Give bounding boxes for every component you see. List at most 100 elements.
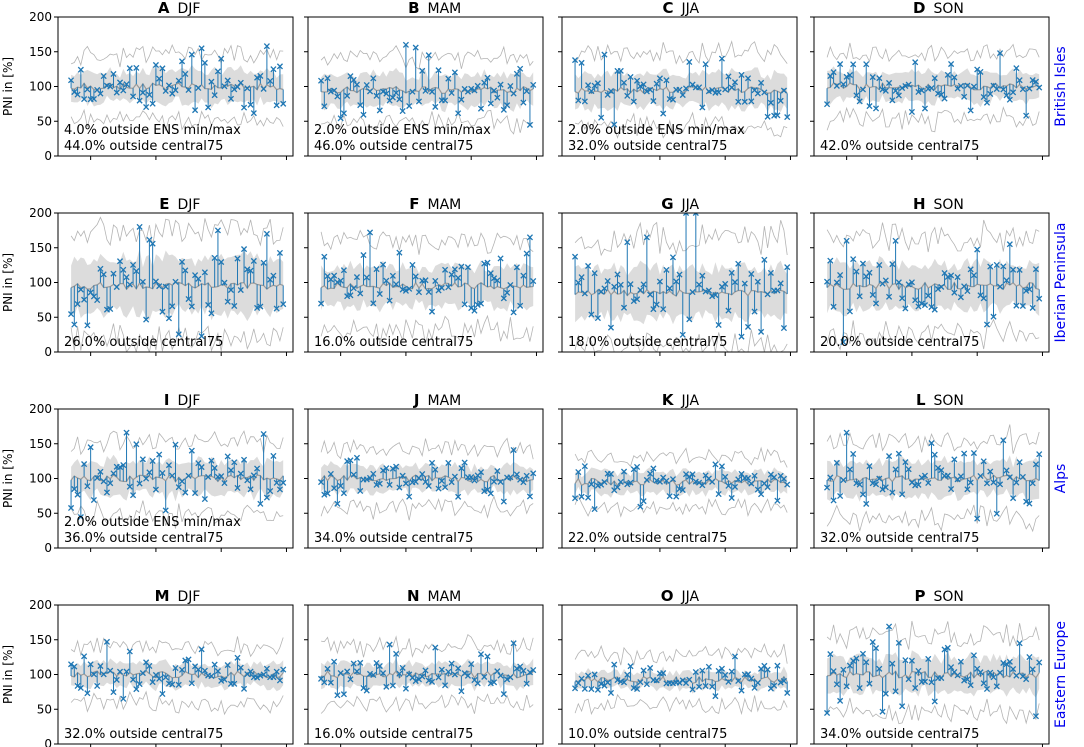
obs-point (983, 99, 991, 106)
obs-point (908, 108, 915, 115)
obs-point (490, 87, 498, 94)
obs-point (964, 82, 971, 89)
obs-point (879, 486, 886, 493)
obs-point (611, 283, 618, 290)
obs-point (208, 78, 215, 85)
obs-point (908, 279, 915, 286)
obs-point (182, 267, 189, 274)
obs-point (211, 464, 218, 472)
obs-point (990, 674, 997, 681)
obs-point (827, 257, 834, 264)
obs-point (1000, 659, 1007, 667)
obs-point (419, 673, 426, 680)
obs-point (686, 316, 693, 323)
obs-point (637, 679, 644, 686)
obs-point (455, 274, 462, 281)
annotation-text: 2.0% outside ENS min/max (64, 515, 241, 530)
obs-point (133, 64, 140, 71)
obs-point (843, 683, 850, 690)
obs-point (237, 664, 244, 671)
obs-point (650, 465, 657, 472)
plot-area-o (571, 642, 791, 716)
obs-point (412, 677, 419, 685)
obs-point (520, 667, 527, 674)
obs-point (490, 478, 498, 485)
obs-point (321, 103, 328, 110)
obs-point (905, 81, 912, 88)
obs-point (957, 658, 964, 665)
obs-point (451, 473, 458, 480)
obs-point (1026, 286, 1033, 293)
obs-point (464, 672, 471, 679)
obs-point (201, 59, 208, 66)
obs-point (1023, 498, 1030, 505)
obs-point (133, 441, 140, 448)
obs-point (921, 302, 929, 309)
obs-point (517, 302, 524, 309)
obs-point (761, 256, 768, 263)
obs-point (149, 679, 156, 686)
obs-point (650, 306, 657, 313)
obs-point (175, 681, 182, 688)
obs-point (517, 663, 524, 670)
obs-point (383, 277, 390, 284)
obs-point (784, 689, 791, 697)
obs-point (777, 97, 784, 104)
obs-point (987, 263, 994, 270)
obs-point (1026, 85, 1033, 92)
obs-point (731, 483, 739, 490)
obs-point (317, 300, 325, 307)
obs-point (389, 465, 396, 472)
obs-point (494, 668, 501, 675)
obs-point (198, 333, 205, 340)
obs-point (350, 471, 357, 478)
obs-point (669, 254, 677, 261)
obs-point (731, 79, 739, 86)
obs-point (393, 650, 400, 657)
annotation-text: 46.0% outside central75 (314, 139, 473, 154)
obs-point (334, 692, 341, 699)
obs-point (784, 114, 791, 121)
plot-area-i (67, 429, 287, 529)
obs-point (827, 651, 834, 658)
obs-point (764, 666, 771, 673)
obs-point (218, 677, 225, 684)
obs-point (993, 510, 1000, 517)
obs-point (614, 271, 621, 278)
obs-point (234, 654, 241, 661)
obs-point (526, 669, 534, 676)
y-tick-label: 0 (44, 737, 52, 747)
obs-point (103, 638, 111, 645)
obs-point (696, 683, 703, 690)
y-tick-label: 100 (29, 276, 52, 290)
obs-point (876, 261, 883, 269)
panel-l: L SON 32.0% outside central75 Alps (810, 391, 1069, 552)
obs-point (254, 304, 261, 312)
obs-point (679, 331, 686, 338)
obs-point (872, 645, 880, 652)
obs-point (634, 463, 641, 471)
obs-point (823, 101, 831, 108)
obs-point (630, 298, 637, 305)
obs-point (317, 77, 325, 84)
obs-point (221, 83, 228, 90)
obs-point (944, 273, 951, 280)
ens-median-line (320, 474, 534, 483)
obs-point (977, 472, 984, 480)
obs-point (201, 667, 208, 674)
obs-point (494, 277, 501, 284)
y-tick-label: 150 (29, 633, 52, 647)
central75-band (321, 260, 534, 313)
obs-point (954, 672, 961, 679)
obs-point (705, 88, 712, 95)
obs-point (993, 683, 1000, 690)
obs-point (396, 670, 403, 677)
obs-point (276, 63, 284, 70)
obs-point (224, 453, 231, 460)
obs-point (1032, 461, 1040, 468)
panel-d: D SON 42.0% outside central75 British Isles (810, 0, 1069, 160)
obs-point (188, 303, 195, 310)
obs-point (221, 279, 228, 286)
obs-point (627, 73, 634, 81)
